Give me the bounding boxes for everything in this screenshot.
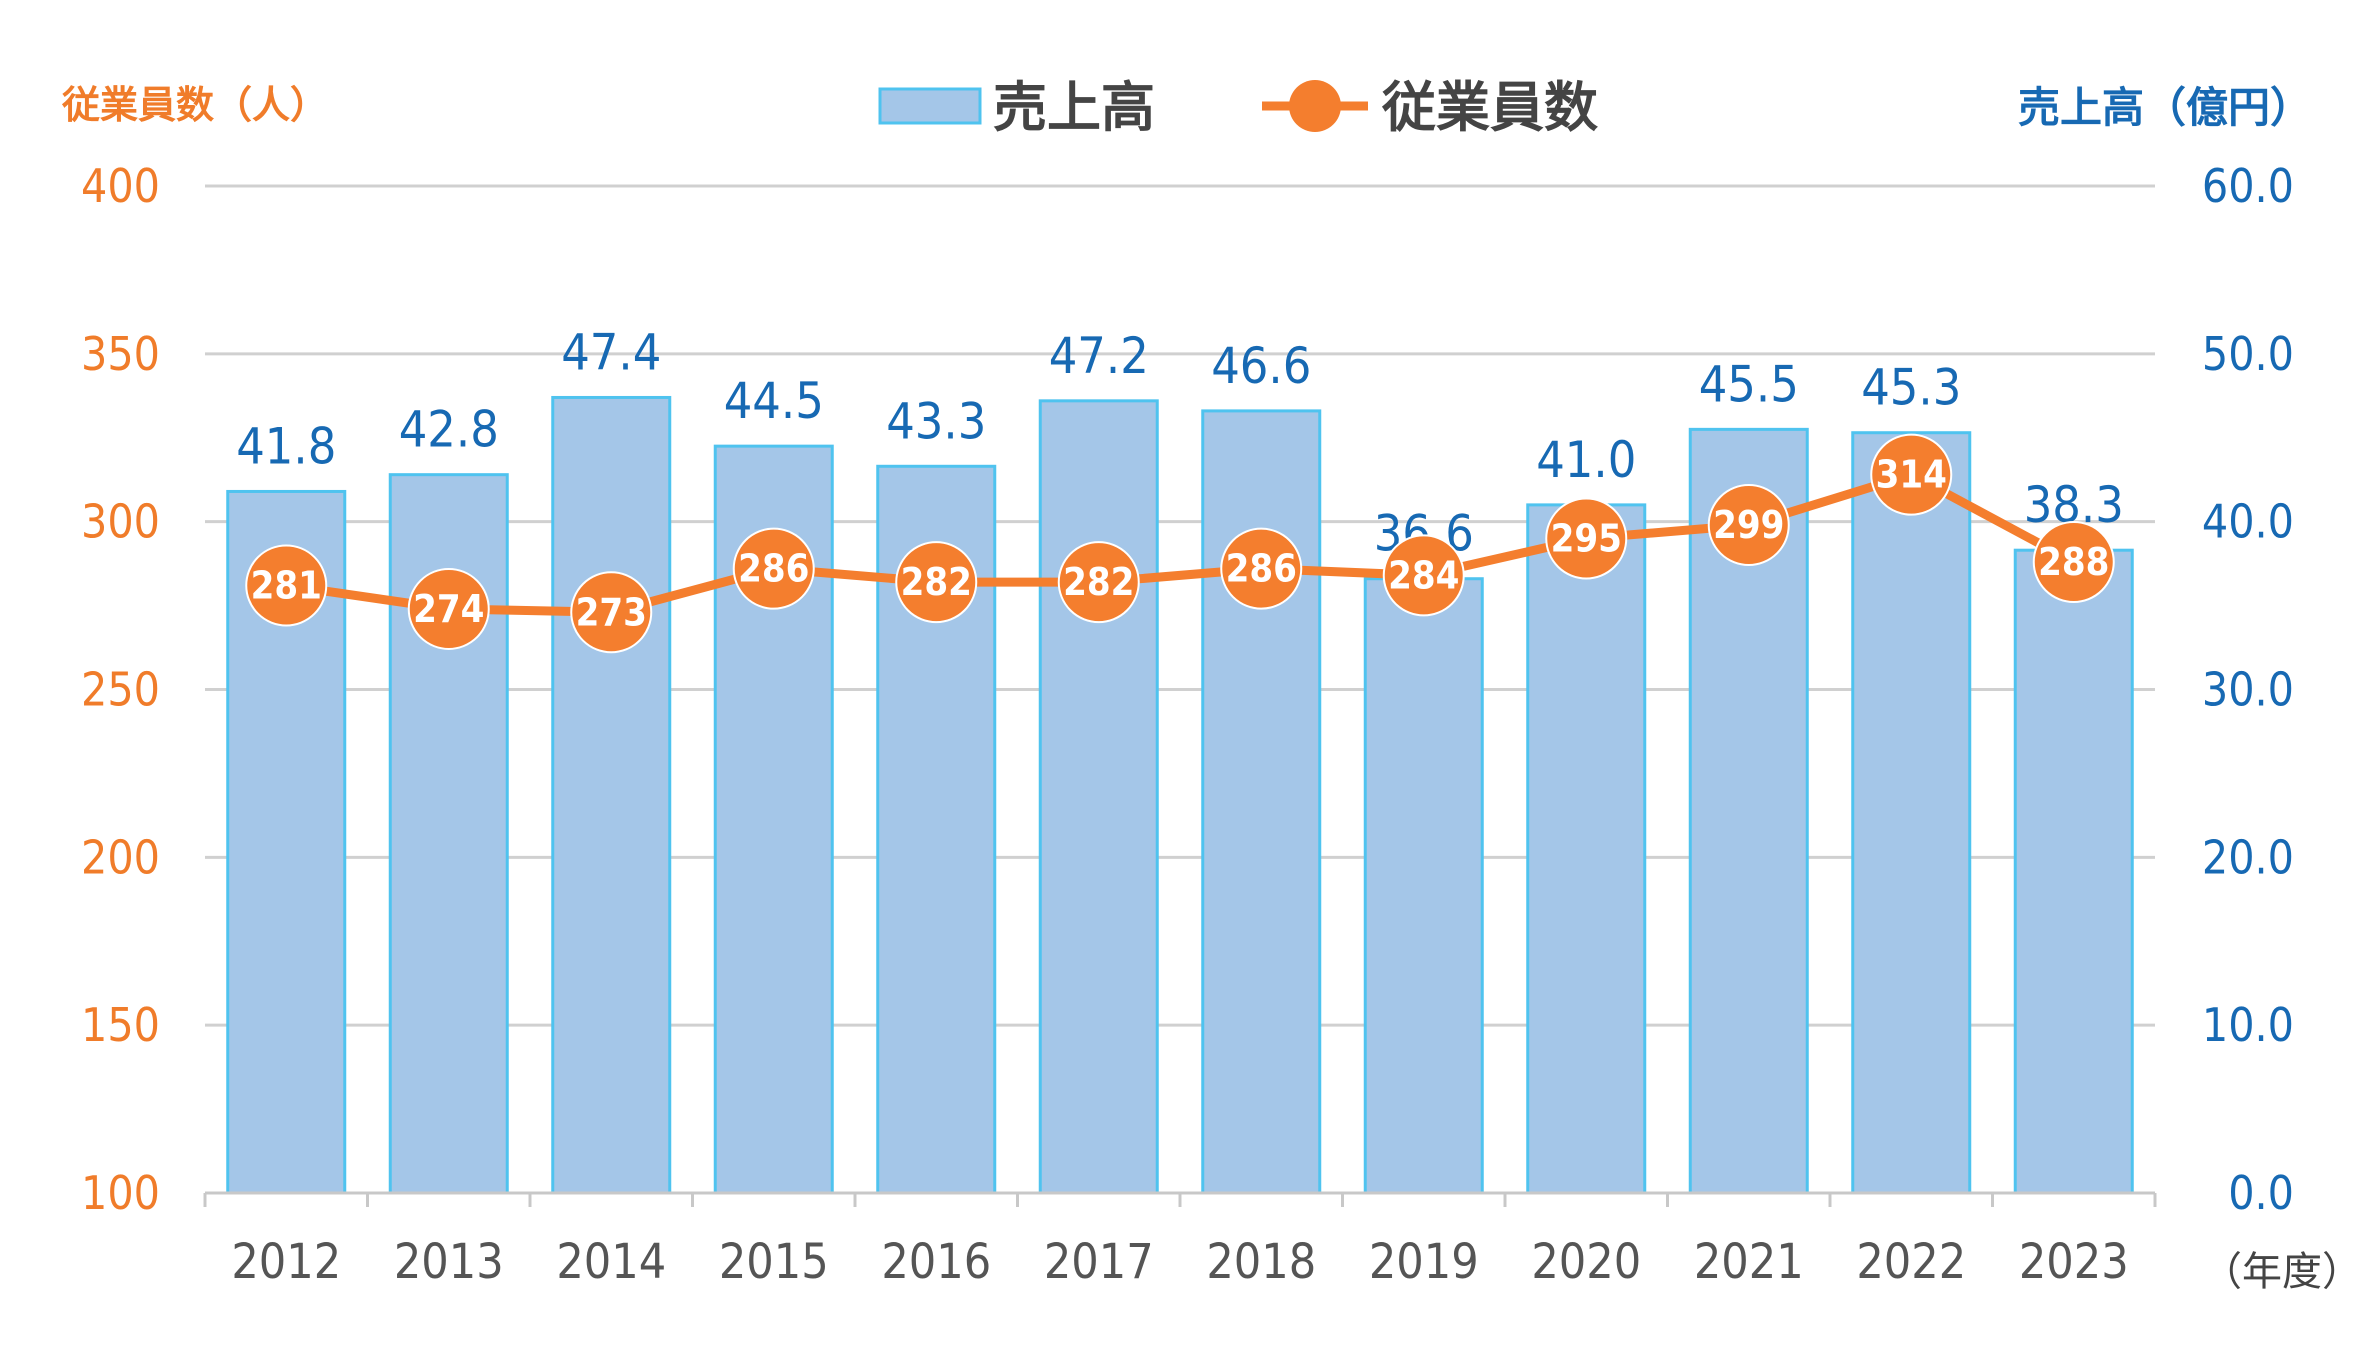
employee-point-label: 314 xyxy=(1876,453,1947,497)
bar-value-label: 44.5 xyxy=(724,372,824,430)
right-tick-label: 60.0 xyxy=(2202,159,2294,213)
x-tick-label: 2015 xyxy=(719,1234,829,1290)
employee-line: 281 274 273 286 282 282 286 284 295 299 314 288 xyxy=(245,433,2115,654)
x-axis-unit: （年度） xyxy=(2202,1249,2362,1295)
legend-bar-swatch xyxy=(878,87,982,125)
employee-point-label: 299 xyxy=(1713,503,1784,547)
legend: 売上高 従業員数 xyxy=(878,76,1598,139)
left-tick-label: 400 xyxy=(81,159,160,213)
gridlines xyxy=(205,184,2155,1027)
left-tick-label: 350 xyxy=(81,327,160,381)
employee-point xyxy=(1545,497,1628,580)
bar-value-label: 41.8 xyxy=(236,417,336,475)
employee-point-label: 274 xyxy=(413,587,484,631)
bar xyxy=(2013,548,2134,1195)
right-tick-label: 20.0 xyxy=(2202,830,2294,884)
bar xyxy=(1363,577,1484,1195)
bar-value-label: 45.3 xyxy=(1861,359,1961,417)
employee-point xyxy=(1057,541,1140,624)
left-axis-ticks: 100 150 200 250 300 350 400 xyxy=(81,159,160,1220)
employee-point xyxy=(1870,433,1953,516)
right-tick-label: 0.0 xyxy=(2228,1166,2294,1220)
employee-point xyxy=(1707,484,1790,567)
legend-bar-label: 売上高 xyxy=(993,76,1155,139)
bar xyxy=(551,395,672,1195)
left-tick-label: 250 xyxy=(81,663,160,717)
legend-line-label: 従業員数 xyxy=(1381,76,1598,139)
x-tick-label: 2021 xyxy=(1694,1234,1804,1290)
employee-point-label: 286 xyxy=(1226,547,1297,591)
left-tick-label: 300 xyxy=(81,495,160,549)
x-tick-label: 2014 xyxy=(556,1234,666,1290)
bar-value-label: 45.5 xyxy=(1699,355,1799,413)
bar-value-label: 47.4 xyxy=(561,323,661,381)
bar-value-label: 47.2 xyxy=(1049,327,1149,385)
right-axis-title: 売上高（億円） xyxy=(2018,83,2312,132)
bar-value-label: 41.0 xyxy=(1536,431,1636,489)
employee-point-label: 286 xyxy=(738,547,809,591)
employee-point xyxy=(895,541,978,624)
right-axis-ticks: 0.0 10.0 20.0 30.0 40.0 50.0 60.0 xyxy=(2202,159,2294,1220)
x-tick-label: 2013 xyxy=(394,1234,504,1290)
left-axis-title: 従業員数（人） xyxy=(61,83,328,127)
employee-point-label: 281 xyxy=(251,563,322,607)
right-tick-label: 30.0 xyxy=(2202,663,2294,717)
bar-value-label: 42.8 xyxy=(399,401,499,459)
bar xyxy=(1526,503,1647,1195)
right-tick-label: 10.0 xyxy=(2202,998,2294,1052)
right-tick-label: 40.0 xyxy=(2202,495,2294,549)
right-tick-label: 50.0 xyxy=(2202,327,2294,381)
bar-value-label: 43.3 xyxy=(886,392,986,450)
x-tick-label: 2020 xyxy=(1531,1234,1641,1290)
employee-point xyxy=(570,571,653,654)
bar-value-label: 46.6 xyxy=(1211,337,1311,395)
employee-point-label: 273 xyxy=(576,590,647,634)
legend-line-marker xyxy=(1289,80,1341,132)
bar xyxy=(1038,399,1159,1195)
bar-value-labels: 41.8 42.847.444.5 43.347.2 46.636.641.045.5… xyxy=(236,323,2124,562)
employee-point xyxy=(1382,534,1465,617)
x-tick-label: 2022 xyxy=(1856,1234,1966,1290)
left-tick-label: 200 xyxy=(81,830,160,884)
x-tick-label: 2023 xyxy=(2019,1234,2129,1290)
x-tick-label: 2012 xyxy=(231,1234,341,1290)
left-tick-label: 100 xyxy=(81,1166,160,1220)
left-tick-label: 150 xyxy=(81,998,160,1052)
employee-point xyxy=(245,544,328,627)
employee-point-label: 284 xyxy=(1388,553,1459,597)
employee-point xyxy=(2032,520,2115,603)
employee-point xyxy=(1220,527,1303,610)
employee-point-label: 295 xyxy=(1551,516,1622,560)
employee-point-label: 288 xyxy=(2038,540,2109,584)
x-tick-label: 2019 xyxy=(1369,1234,1479,1290)
bars xyxy=(226,395,2134,1195)
x-tick-label: 2018 xyxy=(1206,1234,1316,1290)
employee-point-label: 282 xyxy=(1063,560,1134,604)
employee-point xyxy=(732,527,815,610)
employee-point-label: 282 xyxy=(901,560,972,604)
x-tick-label: 2017 xyxy=(1044,1234,1154,1290)
x-tick-label: 2016 xyxy=(881,1234,991,1290)
x-axis: 2012 2013 2014 2015 2016 2017 2018 2019 2020 2021… xyxy=(203,1191,2157,1290)
bar xyxy=(1851,431,1972,1195)
employee-point xyxy=(407,567,490,650)
